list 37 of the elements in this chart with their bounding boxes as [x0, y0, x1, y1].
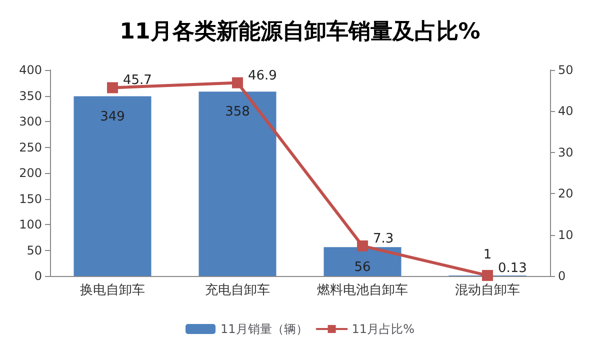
bar	[74, 96, 152, 276]
data-label: 1	[483, 247, 492, 262]
y-tick-label: 50	[26, 243, 42, 258]
chart-title: 11月各类新能源自卸车销量及占比%	[120, 18, 480, 44]
x-tick-label: 燃料电池自卸车	[317, 283, 408, 298]
y-tick-label: 250	[19, 140, 42, 154]
bar	[198, 92, 276, 276]
point	[482, 270, 493, 281]
x-tick-label: 换电自卸车	[80, 283, 145, 298]
data-label: 56	[354, 260, 371, 276]
y2-tick-label: 30	[558, 145, 574, 160]
x-tick-label: 充电自卸车	[205, 283, 270, 298]
y-tick-label: 350	[19, 88, 42, 103]
data-label: 46.9	[248, 68, 277, 84]
y2-tick-label: 40	[558, 104, 574, 118]
data-label: 349	[100, 109, 125, 124]
y2-tick-label: 10	[558, 228, 574, 242]
data-label: 7.3	[373, 231, 394, 246]
legend-label: 11月占比%	[352, 322, 414, 336]
y-tick-label: 100	[19, 218, 42, 232]
data-label: 0.13	[498, 260, 527, 276]
y2-tick-label: 20	[558, 186, 574, 201]
bar	[324, 247, 402, 276]
y2-tick-label: 50	[558, 63, 574, 77]
point	[232, 77, 243, 88]
y-tick-label: 400	[19, 63, 42, 77]
y-tick-label: 300	[19, 114, 42, 128]
y-tick-label: 0	[34, 269, 42, 283]
x-tick-label: 混动自卸车	[455, 283, 520, 298]
point	[357, 240, 368, 252]
point	[107, 82, 118, 94]
y2-tick-label: 0	[558, 269, 566, 283]
y-tick-label: 200	[19, 166, 42, 180]
data-label: 358	[225, 104, 250, 120]
legend-label: 11月销量（辆）	[220, 322, 308, 336]
y-tick-label: 150	[19, 192, 42, 206]
data-label: 45.7	[123, 73, 152, 88]
